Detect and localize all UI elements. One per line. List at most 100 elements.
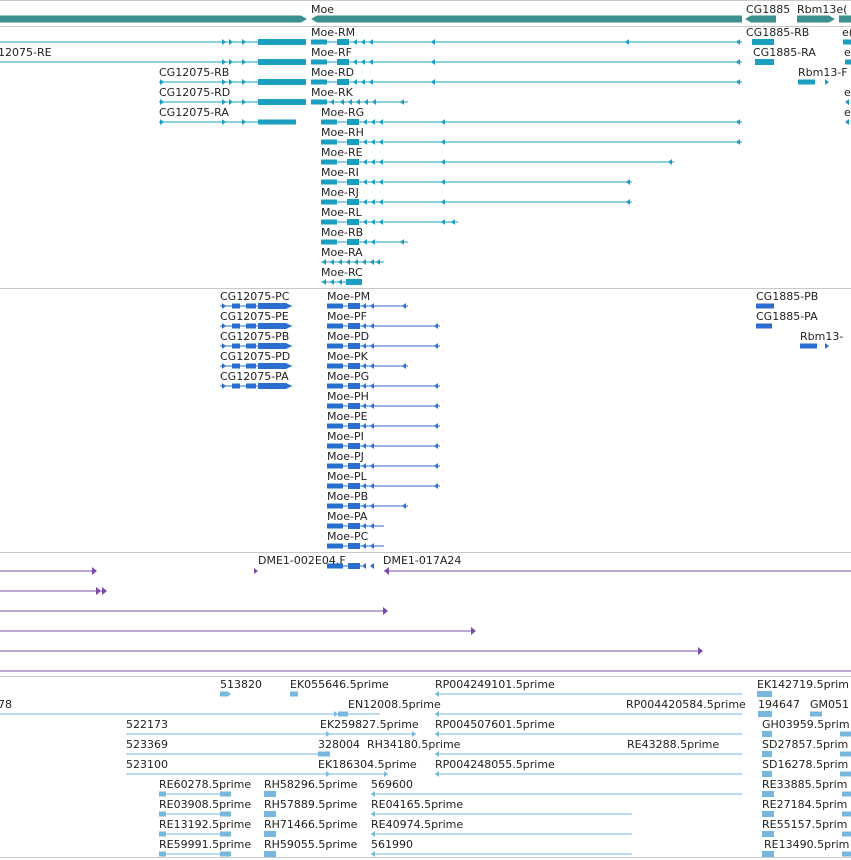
transcript-exon[interactable] <box>755 59 774 65</box>
est-block[interactable] <box>842 811 851 817</box>
protein-label[interactable]: Moe-PC <box>327 530 369 543</box>
transcript-exon-arrow[interactable] <box>229 39 233 45</box>
est-label[interactable]: RE60278.5prime <box>159 778 252 791</box>
est-label[interactable]: RH58296.5prime <box>264 778 358 791</box>
est-arrow[interactable] <box>412 731 416 737</box>
transcript-exon-arrow[interactable] <box>376 259 380 265</box>
transcript-exon-arrow[interactable] <box>242 39 246 45</box>
protein-label[interactable]: Moe-PE <box>327 410 368 423</box>
transcript-exon-arrow[interactable] <box>441 159 445 165</box>
protein-exon-arrow[interactable] <box>362 383 366 389</box>
est-label[interactable]: 569600 <box>371 778 413 791</box>
transcript-exon-arrow[interactable] <box>363 179 367 185</box>
protein-exon[interactable] <box>348 443 360 449</box>
transcript-exon-arrow[interactable] <box>361 39 365 45</box>
est-label[interactable]: EK259827.5prime <box>320 718 419 731</box>
protein-exon[interactable] <box>327 363 343 369</box>
protein-exon[interactable] <box>348 503 360 509</box>
transcript-label[interactable]: CG12075-RB <box>159 66 230 79</box>
transcript-exon-arrow[interactable] <box>222 119 226 125</box>
transcript-label[interactable]: e <box>844 106 851 119</box>
gene-glyph-partial[interactable] <box>839 15 851 23</box>
protein-exon-arrow[interactable] <box>370 523 374 529</box>
protein-exon[interactable] <box>327 443 343 449</box>
protein-exon[interactable] <box>348 523 360 529</box>
est-block[interactable] <box>338 711 348 717</box>
est-arrow[interactable] <box>334 711 338 717</box>
transcript-exon-arrow[interactable] <box>229 79 233 85</box>
protein-exon-arrow[interactable] <box>222 323 226 329</box>
clone-label[interactable]: DME1-002E04.F <box>258 554 346 567</box>
protein-exon-arrow[interactable] <box>362 563 366 569</box>
transcript-exon-arrow[interactable] <box>736 59 740 65</box>
clone-arrow[interactable] <box>96 587 101 595</box>
protein-exon[interactable] <box>232 343 240 349</box>
protein-exon[interactable] <box>348 323 360 329</box>
protein-exon-arrow[interactable] <box>362 303 366 309</box>
protein-exon[interactable] <box>348 463 360 469</box>
transcript-exon[interactable] <box>321 219 337 225</box>
est-block[interactable] <box>762 851 774 857</box>
protein-label[interactable]: CG12075-PE <box>220 310 289 323</box>
transcript-exon[interactable] <box>311 79 327 85</box>
est-label[interactable]: RE59991.5prime <box>159 838 252 851</box>
protein-exon-arrow[interactable] <box>434 383 438 389</box>
transcript-exon[interactable] <box>347 159 359 165</box>
est-block[interactable] <box>762 791 774 797</box>
protein-exon-arrow[interactable] <box>362 463 366 469</box>
transcript-exon-arrow[interactable] <box>353 79 357 85</box>
transcript-exon[interactable] <box>347 179 359 185</box>
protein-label[interactable]: CG12075-PD <box>220 350 291 363</box>
est-label[interactable]: RE03908.5prime <box>159 798 252 811</box>
gene-glyph-cg12075[interactable] <box>0 15 307 23</box>
transcript-label[interactable]: e <box>844 86 851 99</box>
transcript-exon-arrow[interactable] <box>363 159 367 165</box>
est-arrow[interactable] <box>371 811 375 817</box>
transcript-exon-arrow[interactable] <box>371 199 375 205</box>
transcript-exon-arrow[interactable] <box>379 159 383 165</box>
transcript-exon-arrow[interactable] <box>379 119 383 125</box>
transcript-exon[interactable] <box>337 39 349 45</box>
transcript-label[interactable]: Moe-RK <box>311 86 353 99</box>
est-label[interactable]: SD27857.5prim <box>762 738 849 751</box>
transcript-exon-arrow[interactable] <box>371 159 375 165</box>
transcript-label[interactable]: Moe-RC <box>321 266 363 279</box>
protein-exon-arrow[interactable] <box>370 383 374 389</box>
transcript-label[interactable]: CG12075-RA <box>159 106 229 119</box>
protein-exon-arrow[interactable] <box>370 303 374 309</box>
protein-exon-arrow[interactable] <box>402 303 406 309</box>
transcript-exon-arrow[interactable] <box>371 119 375 125</box>
protein-exon-arrow[interactable] <box>370 503 374 509</box>
protein-exon-arrow[interactable] <box>370 463 374 469</box>
est-block[interactable] <box>290 691 298 697</box>
protein-exon-arrow[interactable] <box>434 403 438 409</box>
est-label[interactable]: RE13490.5prim <box>764 838 850 851</box>
protein-label[interactable]: Moe-PJ <box>327 450 364 463</box>
est-block[interactable] <box>220 851 231 857</box>
protein-exon[interactable] <box>246 343 256 349</box>
transcript-exon[interactable] <box>258 79 306 85</box>
protein-exon[interactable] <box>756 303 774 309</box>
protein-exon-arrow[interactable] <box>434 423 438 429</box>
clone-arrow[interactable] <box>92 567 97 575</box>
protein-exon-arrow[interactable] <box>222 383 226 389</box>
est-block[interactable] <box>842 851 851 857</box>
est-arrow[interactable] <box>435 711 439 717</box>
est-label[interactable]: RE33885.5prim <box>762 778 848 791</box>
protein-exon[interactable] <box>246 363 256 369</box>
transcript-exon-arrow[interactable] <box>431 39 435 45</box>
protein-exon[interactable] <box>232 363 240 369</box>
protein-exon[interactable] <box>348 303 360 309</box>
protein-label[interactable]: Moe-PL <box>327 470 367 483</box>
transcript-exon[interactable] <box>752 39 774 45</box>
transcript-exon-arrow[interactable] <box>431 79 435 85</box>
transcript-exon-arrow[interactable] <box>400 99 404 105</box>
est-label[interactable]: RP004249101.5prime <box>435 678 555 691</box>
transcript-exon-arrow[interactable] <box>451 219 455 225</box>
protein-exon-arrow[interactable] <box>362 443 366 449</box>
est-block[interactable] <box>842 831 851 837</box>
protein-exon[interactable] <box>327 343 343 349</box>
protein-exon[interactable] <box>327 523 343 529</box>
protein-exon-arrow[interactable] <box>825 343 829 349</box>
